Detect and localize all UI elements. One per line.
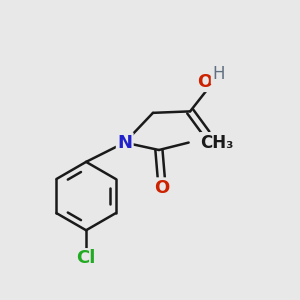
Text: O: O — [197, 73, 213, 91]
Text: N: N — [117, 134, 132, 152]
Text: Cl: Cl — [76, 250, 96, 268]
Text: H: H — [212, 65, 225, 83]
Text: O: O — [200, 134, 216, 152]
Text: O: O — [154, 179, 170, 197]
Text: CH₃: CH₃ — [200, 134, 234, 152]
